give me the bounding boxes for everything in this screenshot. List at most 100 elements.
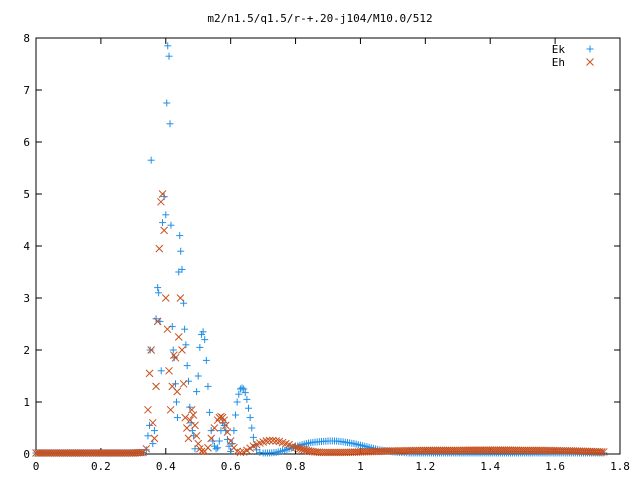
data-point-eh [296, 444, 304, 453]
data-point-eh [147, 346, 156, 354]
data-point-ek [155, 289, 163, 297]
data-point-ek [193, 388, 201, 396]
x-tick-label: 0.6 [221, 460, 241, 473]
data-point-eh [265, 436, 274, 445]
legend: Ek Eh [552, 43, 594, 69]
legend-label-eh: Eh [552, 56, 565, 69]
x-tick-label: 1 [357, 460, 364, 473]
series-eh [32, 190, 608, 457]
data-point-eh [226, 437, 235, 445]
data-point-eh [597, 448, 606, 456]
data-point-ek [235, 390, 243, 398]
y-tick-label: 0 [23, 448, 30, 461]
data-point-eh [153, 317, 162, 326]
data-point-ek [249, 433, 257, 441]
data-point-eh [204, 443, 212, 452]
data-point-eh [189, 411, 198, 419]
data-point-ek [206, 408, 214, 416]
data-point-eh [220, 416, 229, 425]
data-point-eh [187, 405, 196, 414]
x-axis: 0 0.2 0.4 0.6 0.8 1 1.2 1.4 1.6 1.8 [33, 38, 630, 473]
x-tick-label: 1.4 [480, 460, 500, 473]
x-tick-label: 0.8 [286, 460, 306, 473]
data-point-eh [272, 437, 280, 445]
x-tick-label: 0.2 [91, 460, 111, 473]
data-point-ek [204, 382, 212, 390]
legend-label-ek: Ek [552, 43, 566, 56]
x-tick-label: 1.2 [415, 460, 435, 473]
data-point-ek [209, 437, 217, 445]
data-point-ek [181, 325, 189, 333]
data-point-ek [147, 156, 155, 164]
legend-symbol-ek [586, 45, 594, 53]
x-tick-label: 1.8 [610, 460, 630, 473]
data-point-ek [165, 52, 173, 60]
data-point-ek [157, 367, 165, 375]
data-point-eh [221, 421, 230, 430]
data-point-ek [177, 247, 185, 255]
data-point-eh [194, 439, 203, 448]
y-tick-label: 1 [23, 396, 30, 409]
data-point-eh [137, 448, 145, 457]
data-point-ek [154, 284, 162, 292]
data-point-eh [293, 444, 302, 452]
data-point-ek [212, 445, 220, 453]
data-point-eh [197, 447, 206, 456]
y-tick-label: 4 [23, 240, 30, 253]
data-point-ek [163, 99, 171, 107]
data-point-ek [159, 219, 167, 227]
legend-marker-ek [586, 45, 594, 53]
data-point-ek [256, 448, 264, 456]
data-point-eh [184, 434, 193, 443]
data-point-ek [243, 395, 251, 403]
data-point-eh [262, 437, 271, 445]
data-point-ek [240, 385, 248, 393]
data-point-ek [183, 362, 191, 370]
data-point-ek [152, 315, 160, 323]
data-point-eh [145, 369, 154, 378]
legend-marker-eh [586, 58, 594, 66]
data-point-ek [248, 424, 256, 432]
data-point-ek [169, 346, 177, 354]
data-point-ek [245, 404, 253, 412]
y-tick-label: 5 [23, 188, 30, 201]
data-point-eh [152, 382, 160, 391]
data-point-ek [201, 336, 209, 344]
y-tick-label: 7 [23, 84, 30, 97]
data-point-eh [599, 448, 608, 456]
data-point-ek [202, 356, 210, 364]
data-point-ek [178, 265, 186, 273]
data-point-ek [220, 421, 228, 429]
data-point-ek [199, 328, 207, 336]
data-point-eh [236, 448, 245, 457]
x-tick-label: 0.4 [156, 460, 176, 473]
data-point-eh [174, 333, 183, 341]
chart-title: m2/n1.5/q1.5/r-+.20-j104/M10.0/512 [207, 12, 432, 25]
data-point-eh [166, 405, 175, 414]
data-point-eh [191, 421, 199, 430]
legend-symbol-eh [586, 58, 594, 66]
data-point-eh [223, 428, 232, 437]
data-point-ek [233, 398, 241, 406]
data-point-ek [214, 444, 222, 452]
data-point-eh [268, 436, 277, 445]
data-point-eh [142, 444, 151, 453]
data-point-ek [246, 414, 254, 422]
data-point-eh [144, 405, 152, 414]
data-point-ek [146, 346, 154, 354]
data-point-ek [176, 232, 184, 240]
y-axis: 0 1 2 3 4 5 6 7 8 [23, 32, 620, 461]
data-point-ek [232, 411, 240, 419]
data-point-ek [164, 42, 172, 50]
data-point-eh [158, 190, 167, 198]
y-tick-label: 3 [23, 292, 30, 305]
data-point-ek [172, 398, 180, 406]
data-point-ek [238, 384, 246, 392]
data-point-ek [149, 440, 157, 448]
x-tick-label: 1.6 [545, 460, 565, 473]
data-point-eh [171, 353, 180, 362]
data-point-eh [163, 325, 172, 334]
data-point-eh [210, 424, 219, 432]
